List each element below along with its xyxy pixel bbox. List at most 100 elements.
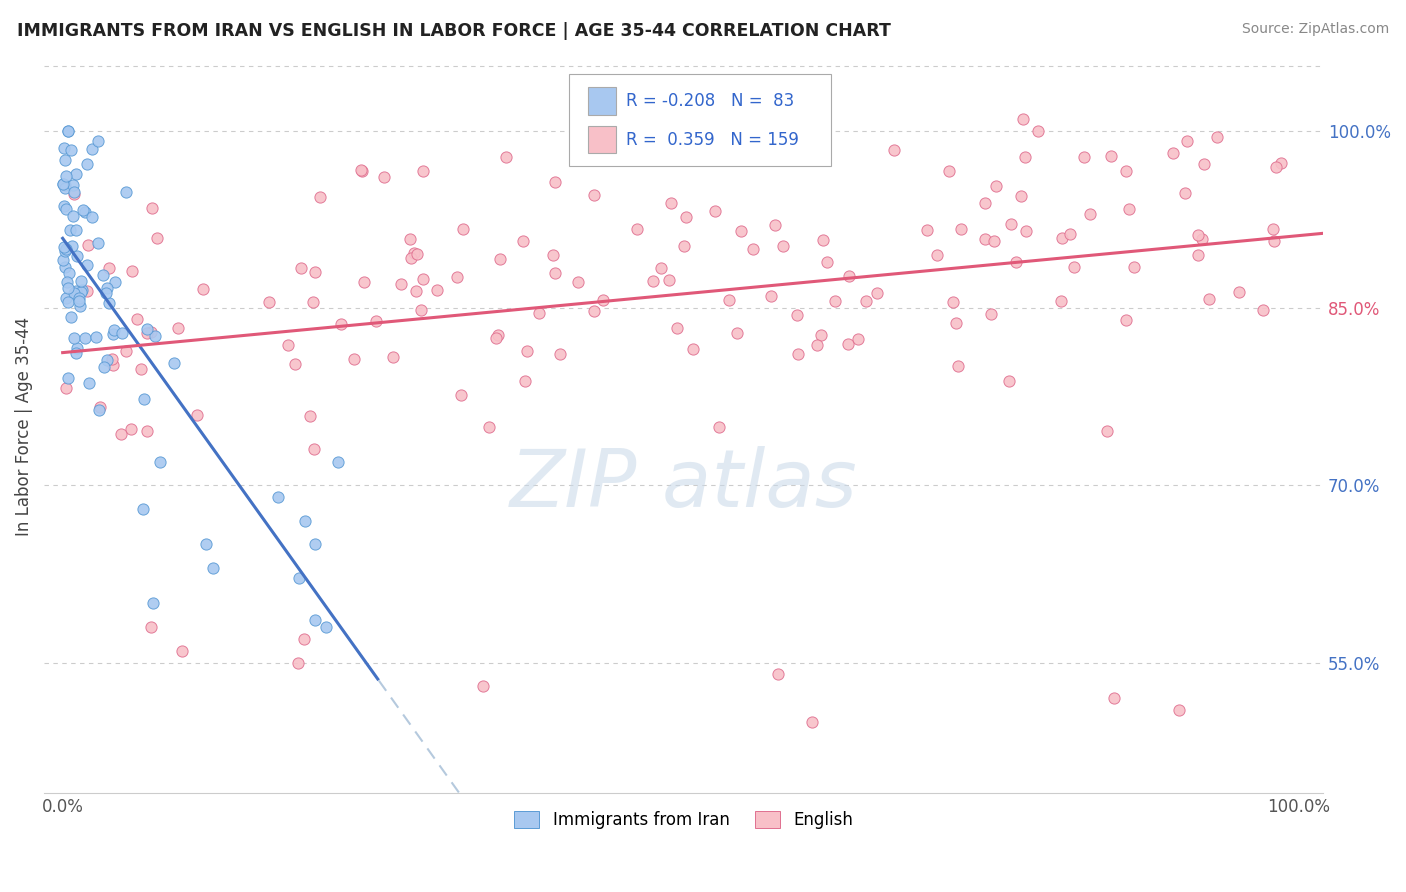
Point: [984, 179, 1007, 194]
Point: [478, 419, 501, 434]
Point: [77, 237, 100, 252]
Point: [1174, 186, 1197, 201]
Point: [406, 246, 429, 260]
Point: [391, 277, 413, 292]
Point: [703, 203, 725, 218]
Point: [647, 135, 669, 149]
Point: [810, 327, 832, 342]
Point: [1261, 222, 1284, 236]
Point: [91, 268, 114, 282]
Point: [488, 252, 510, 266]
Point: [53, 178, 76, 192]
Point: [53, 153, 76, 168]
Point: [62, 186, 84, 200]
Point: [202, 561, 225, 575]
Point: [927, 248, 949, 262]
Point: [257, 295, 280, 310]
Point: [707, 419, 730, 434]
Point: [104, 275, 127, 289]
Point: [1270, 156, 1292, 170]
Point: [1227, 285, 1250, 300]
Point: [302, 295, 325, 310]
Point: [101, 326, 124, 341]
Point: [592, 293, 614, 307]
Point: [55, 181, 77, 195]
Point: [53, 260, 76, 275]
Point: [146, 231, 169, 245]
Point: [983, 234, 1005, 248]
Point: [65, 284, 87, 298]
Point: [141, 325, 163, 339]
Point: [786, 347, 808, 361]
Point: [149, 455, 172, 469]
Point: [302, 442, 325, 456]
Point: [53, 244, 76, 258]
Point: [135, 321, 157, 335]
Point: [806, 338, 828, 352]
Point: [62, 178, 84, 193]
Point: [65, 168, 87, 182]
Point: [382, 351, 405, 365]
Point: [65, 223, 87, 237]
Point: [763, 219, 786, 233]
Point: [60, 143, 83, 157]
Point: [62, 209, 84, 223]
Point: [132, 502, 155, 516]
Point: [945, 316, 967, 330]
Point: [1073, 150, 1095, 164]
Point: [950, 222, 973, 236]
Point: [56, 123, 79, 137]
Point: [89, 403, 111, 417]
Point: [1187, 228, 1209, 243]
Point: [56, 371, 79, 385]
Point: [76, 284, 98, 298]
Point: [129, 361, 152, 376]
Point: [804, 112, 827, 126]
Point: [1011, 112, 1033, 126]
Point: [52, 252, 75, 267]
Point: [330, 317, 353, 331]
Point: [1264, 160, 1286, 174]
Point: [76, 157, 98, 171]
Point: [915, 223, 938, 237]
Point: [811, 233, 834, 247]
Point: [761, 289, 783, 303]
Point: [837, 336, 859, 351]
Point: [52, 199, 75, 213]
Point: [93, 359, 115, 374]
Point: [315, 620, 337, 634]
Point: [980, 307, 1002, 321]
Point: [135, 424, 157, 438]
Point: [938, 163, 960, 178]
Point: [55, 242, 77, 256]
Point: [304, 537, 326, 551]
Point: [411, 302, 433, 317]
Point: [60, 310, 83, 324]
Text: IMMIGRANTS FROM IRAN VS ENGLISH IN LABOR FORCE | AGE 35-44 CORRELATION CHART: IMMIGRANTS FROM IRAN VS ENGLISH IN LABOR…: [17, 22, 891, 40]
Text: Source: ZipAtlas.com: Source: ZipAtlas.com: [1241, 22, 1389, 37]
Point: [288, 571, 311, 585]
Point: [1187, 248, 1209, 262]
Point: [127, 312, 149, 326]
Point: [1263, 235, 1285, 249]
Point: [55, 243, 77, 257]
Point: [70, 283, 93, 297]
Point: [135, 326, 157, 340]
Point: [299, 409, 322, 423]
Point: [1175, 134, 1198, 148]
Point: [451, 221, 474, 235]
Point: [1078, 207, 1101, 221]
Point: [56, 280, 79, 294]
Point: [450, 387, 472, 401]
Point: [55, 381, 77, 395]
Point: [1000, 217, 1022, 231]
Point: [65, 346, 87, 360]
Point: [62, 285, 84, 300]
Point: [166, 321, 188, 335]
Point: [186, 408, 208, 422]
Point: [66, 249, 89, 263]
Point: [65, 342, 87, 356]
Point: [997, 374, 1019, 388]
Point: [55, 291, 77, 305]
Point: [711, 123, 734, 137]
